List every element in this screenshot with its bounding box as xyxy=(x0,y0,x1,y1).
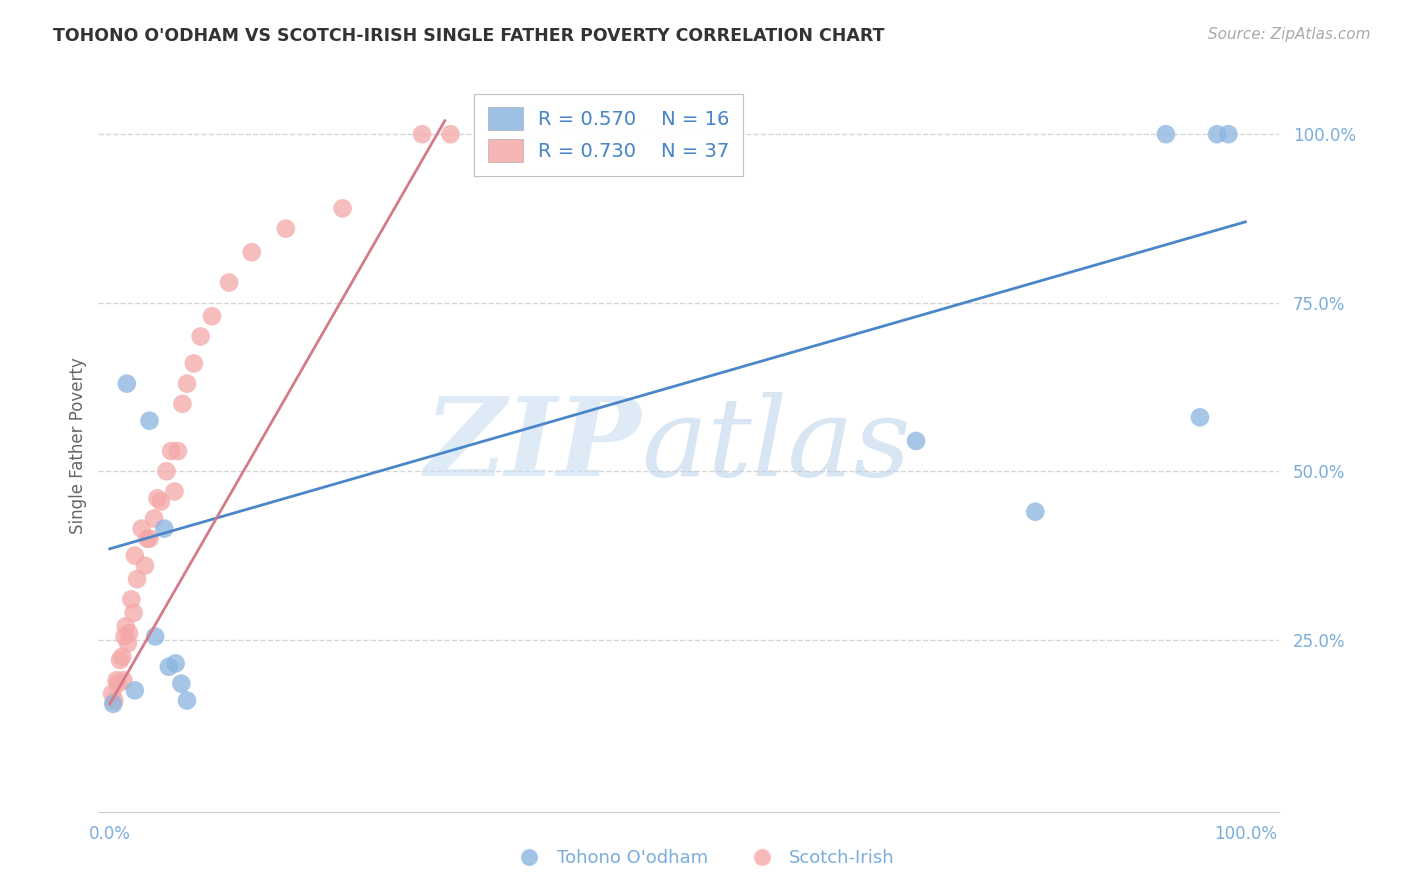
Point xyxy=(1188,410,1211,425)
Point xyxy=(149,494,172,508)
Point xyxy=(1154,127,1177,141)
Point xyxy=(108,653,131,667)
Point xyxy=(115,376,138,391)
Y-axis label: Single Father Poverty: Single Father Poverty xyxy=(69,358,87,534)
Point xyxy=(134,558,156,573)
Point xyxy=(103,693,125,707)
Point xyxy=(163,484,186,499)
Point xyxy=(120,592,142,607)
Point xyxy=(1206,127,1229,141)
Point xyxy=(114,619,136,633)
Text: TOHONO O'ODHAM VS SCOTCH-IRISH SINGLE FATHER POVERTY CORRELATION CHART: TOHONO O'ODHAM VS SCOTCH-IRISH SINGLE FA… xyxy=(53,27,884,45)
Point xyxy=(190,329,212,343)
Point xyxy=(143,630,166,644)
Point xyxy=(176,693,198,707)
Point xyxy=(125,572,148,586)
Point xyxy=(218,276,240,290)
Point xyxy=(157,660,180,674)
Point xyxy=(201,310,224,324)
Text: Source: ZipAtlas.com: Source: ZipAtlas.com xyxy=(1208,27,1371,42)
Point xyxy=(114,630,136,644)
Point xyxy=(146,491,169,506)
Point xyxy=(112,673,135,688)
Point xyxy=(165,657,187,671)
Point xyxy=(124,549,146,563)
Point xyxy=(176,376,198,391)
Point xyxy=(105,673,128,688)
Point xyxy=(1024,505,1046,519)
Point xyxy=(124,683,146,698)
Point xyxy=(905,434,928,448)
Point xyxy=(111,649,134,664)
Point xyxy=(172,397,194,411)
Point xyxy=(122,606,145,620)
Point xyxy=(143,511,166,525)
Text: atlas: atlas xyxy=(641,392,911,500)
Point xyxy=(136,532,159,546)
Point xyxy=(332,202,354,216)
Point xyxy=(155,464,177,478)
Text: ZIP: ZIP xyxy=(425,392,641,500)
Point xyxy=(131,522,153,536)
Point xyxy=(101,687,124,701)
Point xyxy=(240,245,263,260)
Point xyxy=(167,444,190,458)
Point xyxy=(118,626,141,640)
Point xyxy=(411,127,433,141)
Point xyxy=(170,676,193,690)
Point xyxy=(103,697,125,711)
Point xyxy=(107,676,129,690)
Point xyxy=(160,444,183,458)
Point xyxy=(117,636,139,650)
Point xyxy=(138,414,160,428)
Legend: R = 0.570    N = 16, R = 0.730    N = 37: R = 0.570 N = 16, R = 0.730 N = 37 xyxy=(474,94,744,176)
Point xyxy=(183,356,205,370)
Point xyxy=(138,532,160,546)
Point xyxy=(153,522,176,536)
Point xyxy=(274,221,297,235)
Legend: Tohono O'odham, Scotch-Irish: Tohono O'odham, Scotch-Irish xyxy=(505,842,901,874)
Point xyxy=(1218,127,1240,141)
Point xyxy=(439,127,461,141)
